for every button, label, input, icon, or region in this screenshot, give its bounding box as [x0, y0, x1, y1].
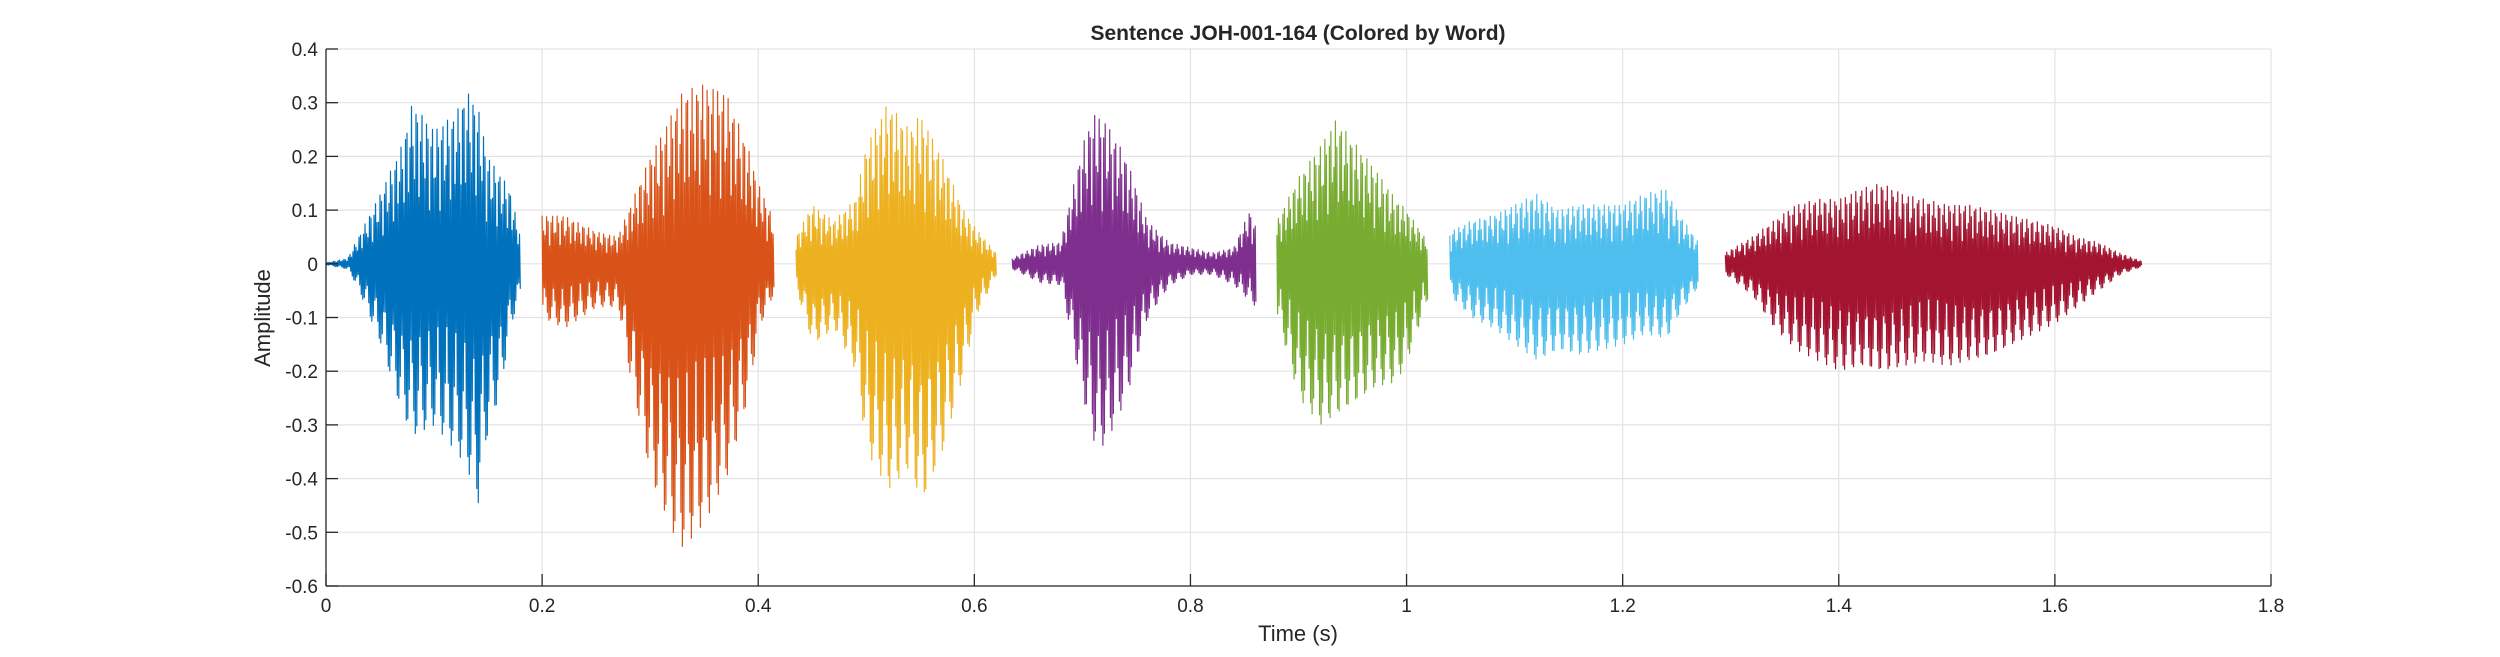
word-waveform-series: [541, 84, 775, 547]
y-tick-label: -0.1: [285, 309, 318, 330]
chart-title: Sentence JOH-001-164 (Colored by Word): [1090, 22, 1505, 45]
y-tick-label: -0.5: [285, 523, 318, 544]
y-tick-label: 0: [307, 255, 318, 276]
x-tick-label: 0.2: [529, 596, 555, 617]
word-waveform-series: [325, 93, 521, 504]
x-tick-label: 1.2: [1609, 596, 1635, 617]
y-axis-label: Amplitude: [250, 269, 275, 367]
x-axis-label: Time (s): [1258, 621, 1338, 646]
y-tick-label: -0.3: [285, 416, 318, 437]
word-waveform-series: [1276, 120, 1429, 425]
word-waveform-series: [1449, 189, 1699, 360]
x-tick-label: 0.4: [745, 596, 772, 617]
word-waveform-series: [1011, 115, 1257, 446]
y-tick-label: 0.3: [292, 94, 318, 115]
y-tick-label: 0.1: [292, 201, 318, 222]
x-tick-label: 0: [321, 596, 332, 617]
x-tick-label: 1.8: [2258, 596, 2284, 617]
y-tick-label: 0.2: [292, 147, 318, 168]
x-tick-label: 0.6: [961, 596, 987, 617]
series-layer: [325, 84, 2143, 547]
x-tick-label: 0.8: [1177, 596, 1203, 617]
y-tick-label: -0.6: [285, 577, 318, 598]
x-tick-label: 1: [1401, 596, 1412, 617]
y-tick-label: -0.2: [285, 362, 318, 383]
x-tick-label: 1.4: [1826, 596, 1853, 617]
word-waveform-series: [795, 106, 997, 493]
ticks-layer: 0 0.2 0.4 0.6 0.8 1 1.2 1.4 1.6 1.8 -0.6 -0.5 -0.4 -0…: [285, 40, 2284, 617]
y-tick-label: 0.4: [292, 40, 319, 61]
word-waveform-series: [1724, 183, 2143, 370]
y-tick-label: -0.4: [285, 470, 318, 491]
x-tick-label: 1.6: [2042, 596, 2068, 617]
